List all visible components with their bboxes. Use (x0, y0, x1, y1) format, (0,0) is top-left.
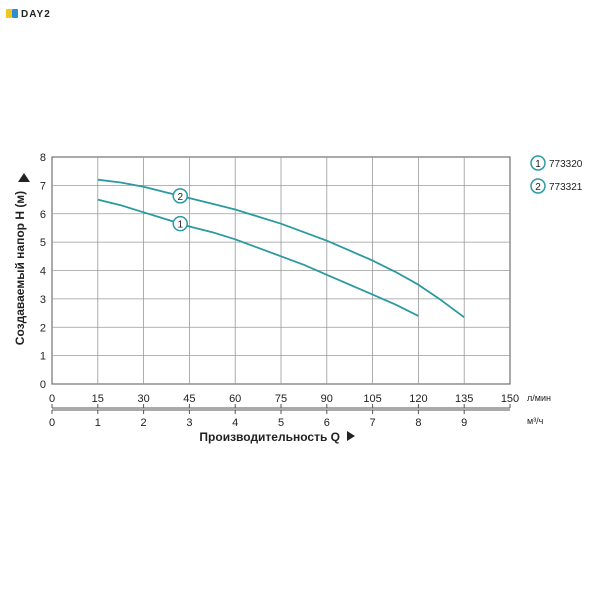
x-tick-label-m3h: 5 (278, 417, 284, 429)
x-tick-label-lmin: 150 (501, 393, 519, 405)
x-tick-label-lmin: 135 (455, 393, 473, 405)
legend-entry-label: 773321 (549, 182, 583, 193)
legend-marker-icon (530, 155, 546, 171)
y-tick-label: 6 (40, 209, 46, 221)
series-line-2 (97, 178, 465, 319)
series-marker-2 (172, 188, 188, 204)
logo-mark-yellow (6, 9, 12, 18)
x-tick-label-m3h: 8 (415, 417, 421, 429)
x-tick-label-lmin: 105 (363, 393, 381, 405)
legend-entry-label: 773320 (549, 159, 583, 170)
y-axis-arrow-icon (18, 173, 30, 182)
y-tick-label: 5 (40, 237, 46, 249)
brand-logo: DAY2 (6, 9, 51, 20)
y-tick-label: 7 (40, 180, 46, 192)
y-tick-label: 4 (40, 266, 46, 278)
x-tick-label-lmin: 75 (275, 393, 287, 405)
legend: 1 773320 2 773321 (530, 155, 583, 194)
legend-marker-label: 2 (535, 182, 541, 193)
series-marker-label: 2 (177, 192, 183, 203)
y-tick-label: 3 (40, 294, 46, 306)
x-axis-ticks-lmin: 0 15 30 45 60 75 90 105 120 135 150 (49, 393, 519, 409)
legend-marker-label: 1 (535, 159, 541, 170)
x-unit-m3h: м³/ч (527, 416, 544, 426)
x-tick-label-m3h: 6 (324, 417, 330, 429)
x-axis-title: Производительность Q (199, 430, 340, 444)
legend-marker-icon (530, 178, 546, 194)
y-axis-ticks: 0 1 2 3 4 5 6 7 8 (40, 152, 46, 391)
x-tick-label-m3h: 3 (186, 417, 192, 429)
x-tick-label-lmin: 45 (183, 393, 195, 405)
y-tick-label: 8 (40, 152, 46, 164)
logo-mark-blue (12, 9, 18, 18)
x-tick-label-lmin: 30 (137, 393, 149, 405)
plot-grid (51, 156, 511, 385)
x-tick-label-m3h: 0 (49, 417, 55, 429)
series-layer: 12 (97, 178, 465, 319)
y-tick-label: 1 (40, 351, 46, 363)
x-tick-label-lmin: 60 (229, 393, 241, 405)
y-tick-label: 0 (40, 379, 46, 391)
x-tick-label-lmin: 15 (92, 393, 104, 405)
series-line-1 (97, 198, 419, 317)
y-axis-title: Создаваемый напор H (м) (13, 191, 27, 345)
x-tick-label-m3h: 4 (232, 417, 238, 429)
series-marker-label: 1 (177, 220, 183, 231)
x-tick-label-lmin: 0 (49, 393, 55, 405)
x-tick-label-lmin: 120 (409, 393, 427, 405)
x-axis-arrow-icon (347, 431, 355, 441)
x-tick-label-lmin: 90 (321, 393, 333, 405)
logo-text: DAY2 (21, 9, 51, 20)
series-marker-1 (172, 215, 188, 232)
x-tick-label-m3h: 2 (141, 417, 147, 429)
x-unit-lmin: л/мин (527, 393, 551, 403)
x-tick-label-m3h: 7 (370, 417, 376, 429)
y-tick-label: 2 (40, 322, 46, 334)
x-axis-ticks-m3h: 0 1 2 3 4 5 6 7 8 9 (49, 409, 510, 429)
x-tick-label-m3h: 9 (461, 417, 467, 429)
x-tick-label-m3h: 1 (95, 417, 101, 429)
